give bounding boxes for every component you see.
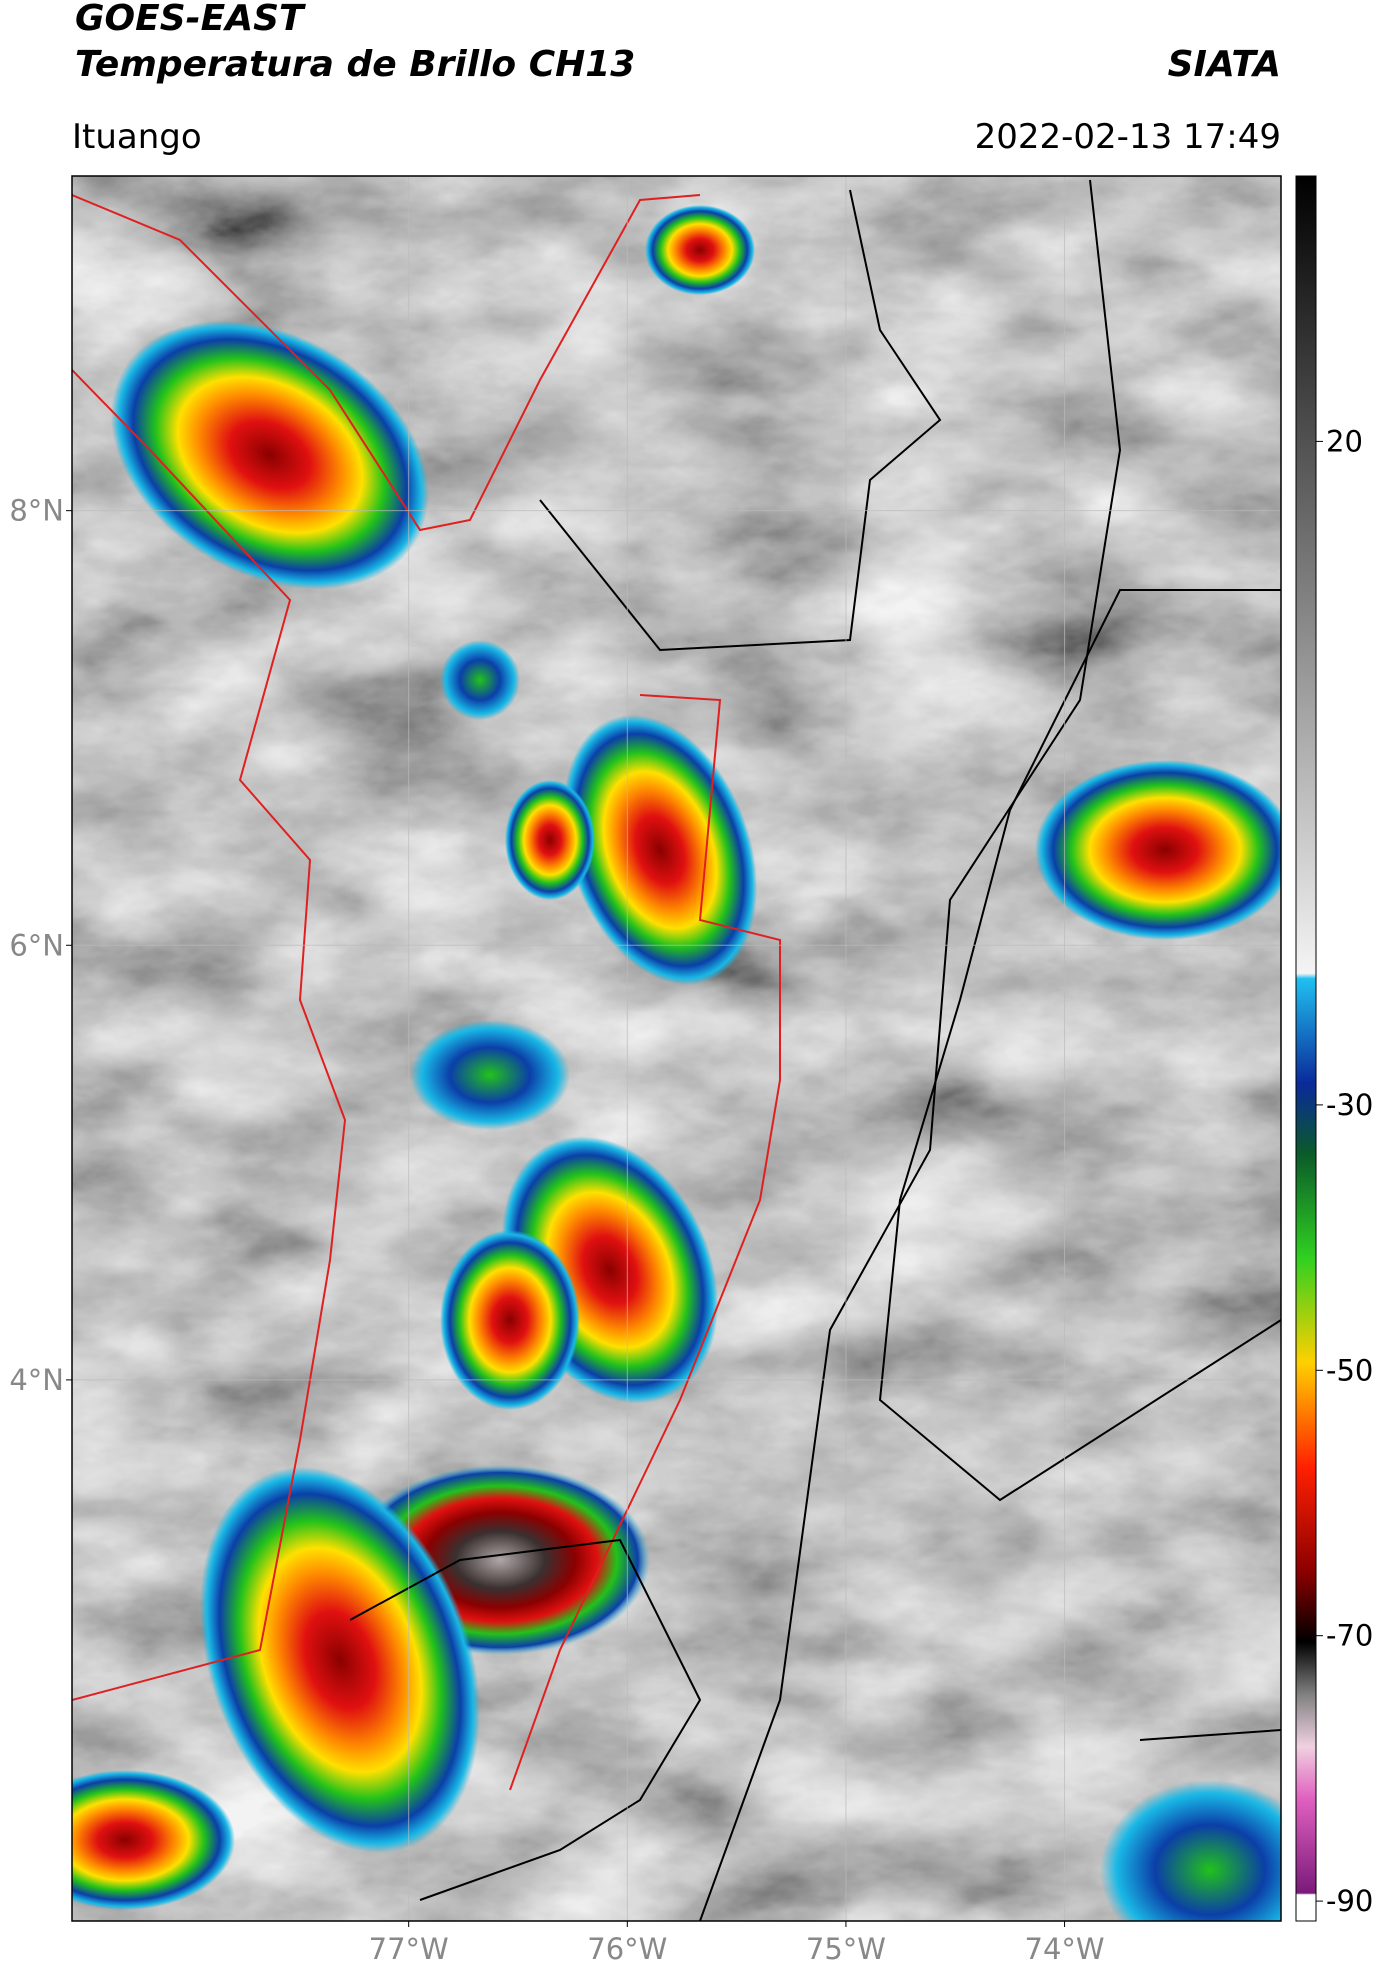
borders [72, 179, 1281, 1921]
grid [72, 176, 1281, 1921]
colorbar-axis: 20 -30 -50 -70 -90 [1316, 424, 1373, 1918]
axes: 77°W 76°W 75°W 74°W 4°N 6°N 8°N [9, 494, 1104, 1966]
department-border [349, 1538, 702, 1901]
x-tick-label: 74°W [1025, 1932, 1105, 1966]
map-image [72, 176, 1281, 1921]
storm-cell [562, 714, 758, 986]
colorbar [1295, 175, 1317, 1922]
colorbar-tick-label: -70 [1326, 1619, 1373, 1653]
department-border [699, 179, 1122, 1921]
coastline [72, 194, 701, 532]
x-tick-label: 77°W [369, 1932, 449, 1966]
storm-cell [505, 780, 595, 900]
subtitle: Temperatura de Brillo CH13 [75, 44, 635, 85]
y-tick-label: 8°N [9, 494, 64, 528]
x-tick-label: 76°W [587, 1932, 667, 1966]
storm-cell [440, 640, 520, 720]
source: SIATA [1168, 44, 1281, 85]
storm-cells [72, 205, 1281, 1921]
department-border [1139, 1729, 1281, 1741]
storm-cell [1100, 1780, 1281, 1921]
coastline [72, 369, 347, 1701]
title: GOES-EAST [75, 0, 306, 39]
department-border [878, 589, 1281, 1502]
storm-cell [645, 205, 755, 295]
colorbar-tick-label: 20 [1326, 424, 1363, 458]
storm-cell [410, 1020, 570, 1130]
storm-cell [440, 1230, 580, 1410]
department-border [539, 189, 942, 652]
colorbar-tick-label: -30 [1326, 1088, 1373, 1122]
storm-cell [199, 1466, 481, 1854]
y-tick-label: 4°N [9, 1363, 64, 1397]
y-tick-label: 6°N [9, 928, 64, 962]
colorbar-tick-label: -90 [1326, 1884, 1373, 1918]
timestamp: 2022-02-13 17:49 [975, 117, 1281, 157]
department-border [509, 694, 781, 1791]
colorbar-tick-label: -50 [1326, 1353, 1373, 1387]
location: Ituango [72, 117, 202, 157]
x-tick-label: 75°W [806, 1932, 886, 1966]
storm-cell [111, 320, 429, 590]
storm-cell [1035, 760, 1281, 940]
map-frame [71, 175, 1282, 1922]
storm-cell [72, 1770, 235, 1910]
